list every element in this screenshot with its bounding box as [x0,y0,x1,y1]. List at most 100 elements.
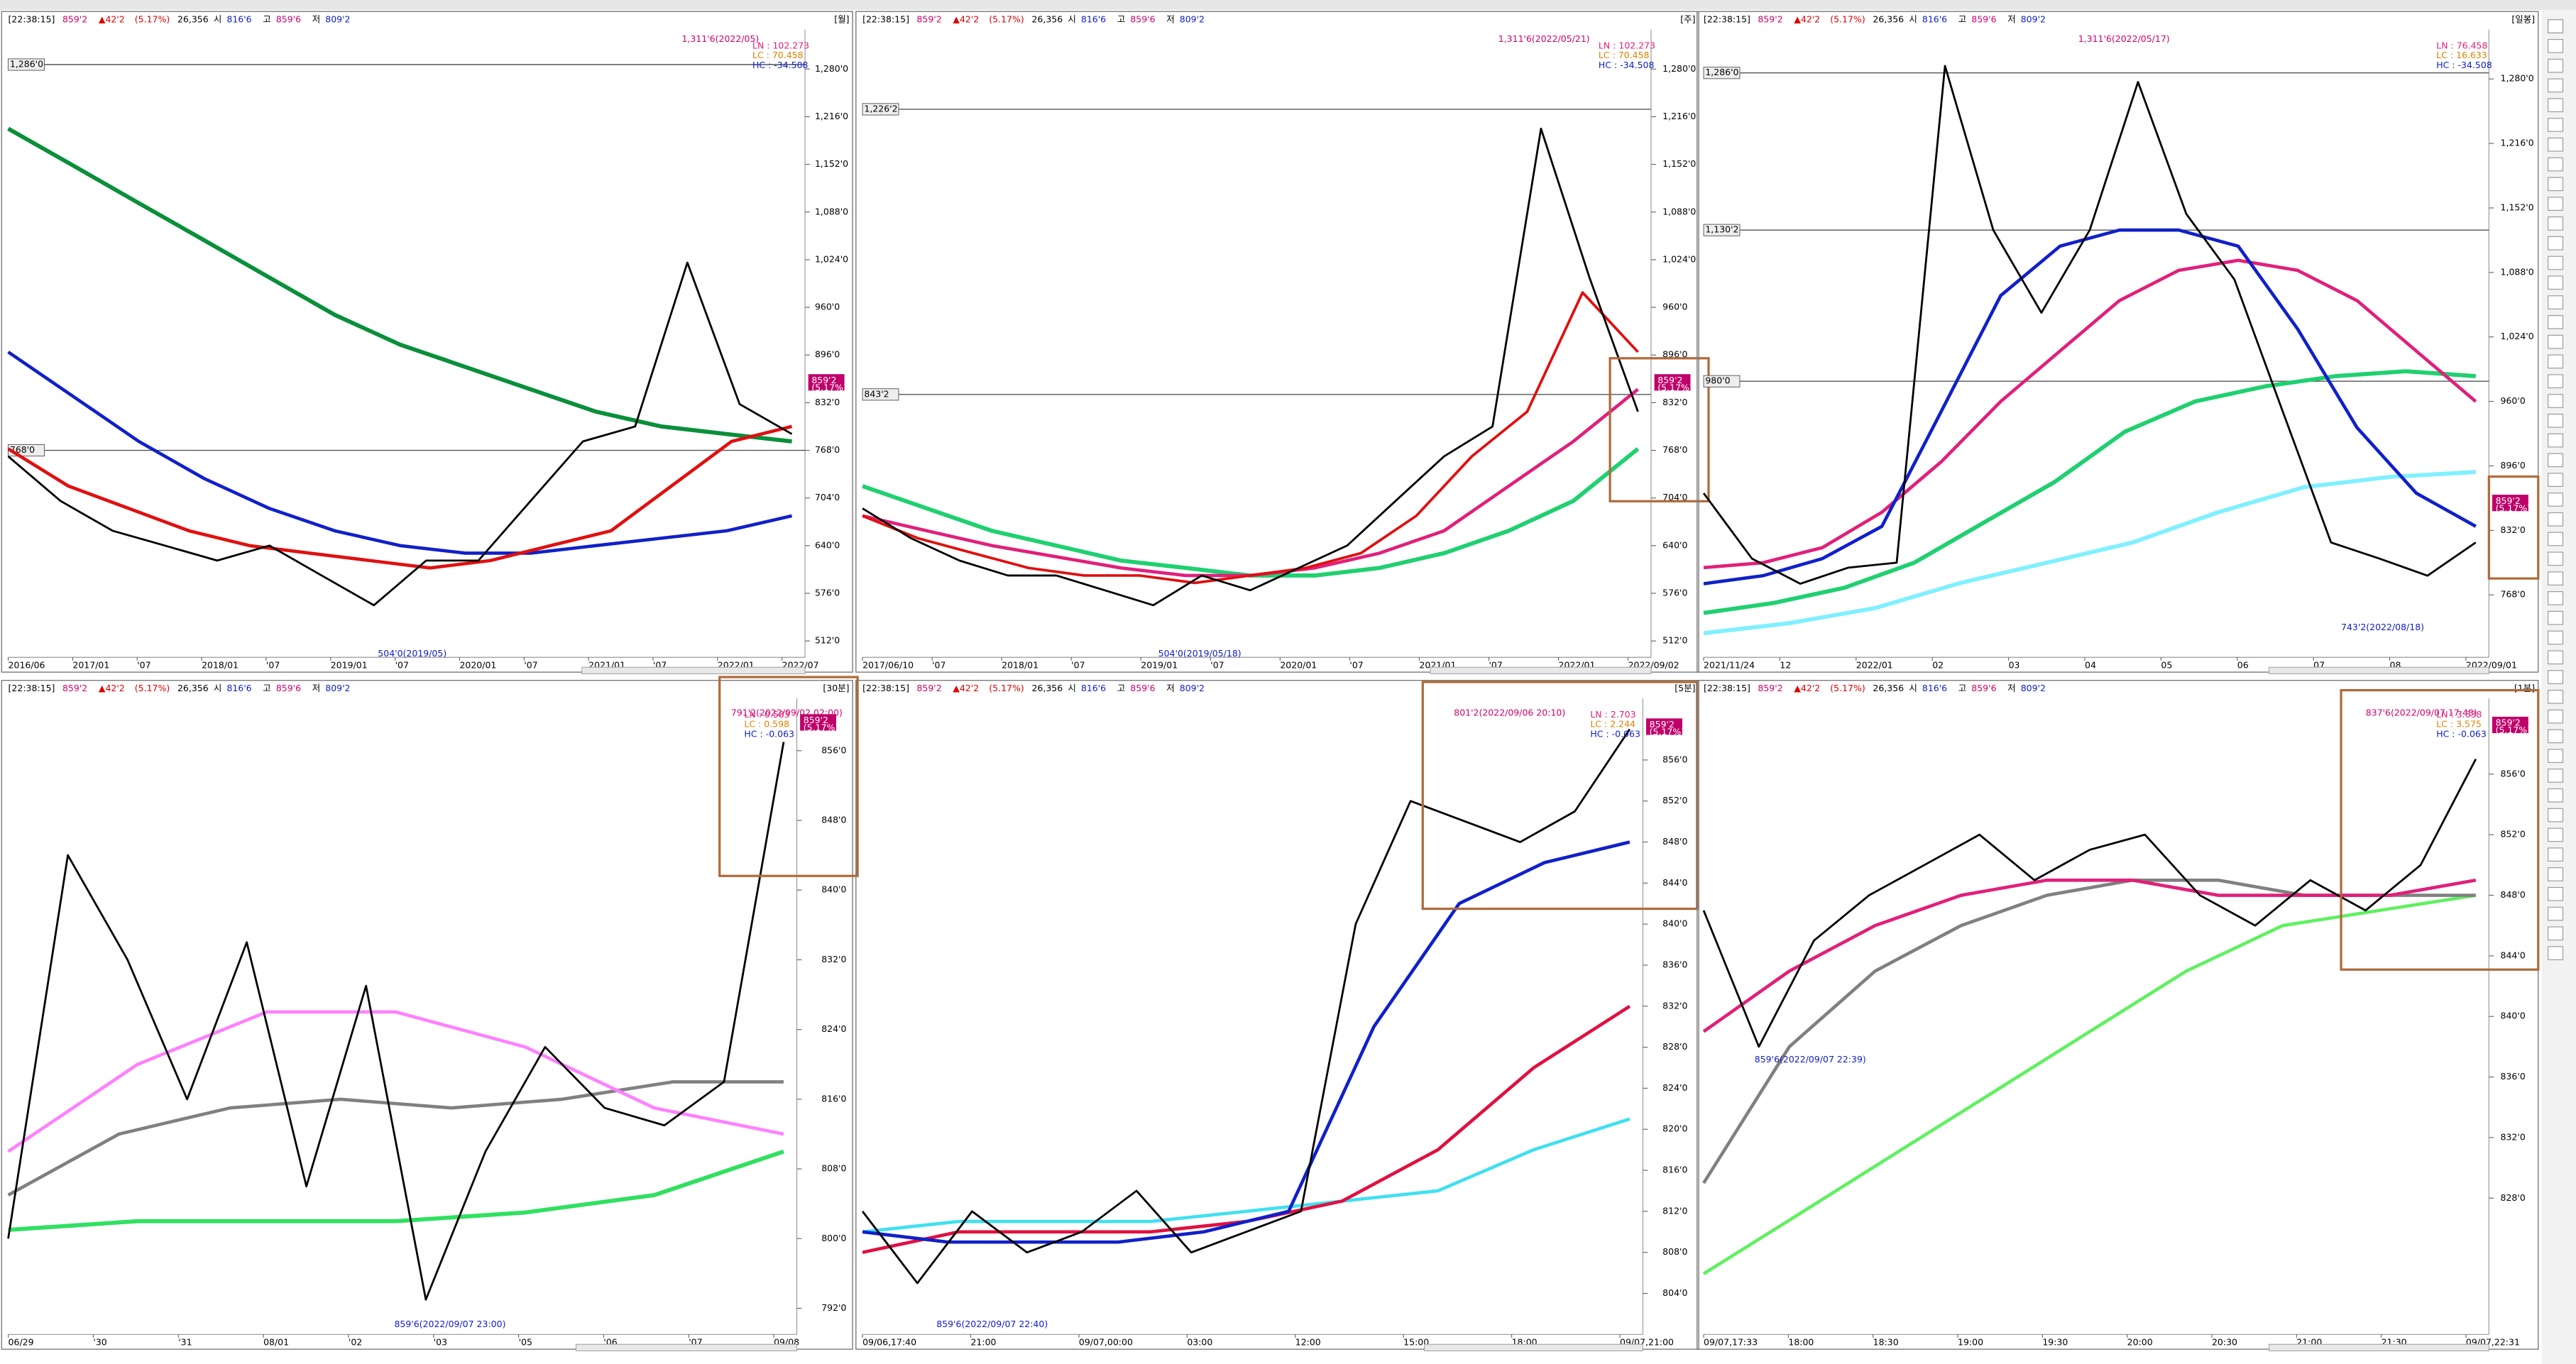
toolbar-icon[interactable] [2548,19,2564,33]
toolbar-icon [2548,98,2564,113]
indicator-legend: LN : 102.273 [1599,40,1655,50]
period-label: [1분] [2514,683,2535,693]
quote-low-label: 저 [1166,13,1175,24]
quote-open: 816'6 [226,683,251,693]
y-tick-label: 828'0 [1662,1041,1687,1052]
quote-low-label: 저 [1166,683,1175,693]
indicator-legend: HC : -34.508 [1599,60,1655,70]
toolbar-icon [2548,413,2564,428]
toolbar-icon [2548,847,2564,862]
quote-change: ▲42'2 [99,13,125,24]
indicator-legend: HC : -0.063 [1590,729,1640,739]
y-tick-label: 832'0 [2501,524,2526,535]
reference-tag [1703,67,1741,79]
y-tick-label: 848'0 [2501,889,2526,900]
price-line [861,728,1631,1285]
quote-open-label: 시 [1068,13,1076,24]
x-tick-label: 2022/01 [1856,659,1893,670]
price-line [862,127,1639,607]
price-line [1703,470,2476,636]
quote-high-label: 고 [1117,683,1126,693]
extreme-note: 1,311'6(2022/05/17) [2078,33,2170,44]
quote-open-label: 시 [1909,13,1917,24]
y-tick-label: 808'0 [821,1163,846,1174]
scroll-bar[interactable] [575,1343,797,1351]
quote-low-label: 저 [312,13,321,24]
period-label: [30분] [823,683,849,693]
quote-open-label: 시 [1068,683,1076,693]
reference-tag [862,103,899,116]
quote-high-label: 고 [1958,683,1967,693]
price-tag-pct: (5.17%) [1650,727,1684,737]
toolbar-icon [2548,334,2564,349]
y-tick-label: 640'0 [1662,539,1687,550]
indicator-legend: HC : -34.508 [2436,60,2492,70]
x-tick-label: 12 [1780,659,1791,670]
quote-low: 809'2 [1180,13,1205,24]
quote-open-label: 시 [214,13,222,24]
price-tag-pct: (5.17%) [804,722,838,733]
quote-high-label: 고 [263,683,271,693]
indicator-legend: HC : -0.063 [2436,729,2487,739]
scroll-bar[interactable] [1430,666,1652,674]
y-tick-label: 1,152'0 [2501,202,2534,212]
y-tick-label: 960'0 [815,302,840,312]
quote-low: 809'2 [2021,683,2046,693]
y-tick-label: 1,024'0 [2501,331,2534,341]
extreme-note: 1,311'6(2022/05/21) [1498,33,1590,44]
quote-open-label: 시 [1909,683,1917,693]
x-tick-label: 2019/01 [331,659,368,670]
y-tick-label: 804'0 [1662,1287,1687,1298]
price-line [862,840,1630,1244]
price-line [7,1010,784,1153]
scroll-bar[interactable] [2269,666,2489,674]
toolbar-icon [2548,157,2564,172]
quote-open: 816'6 [1081,13,1106,24]
toolbar-icon [2548,591,2564,605]
toolbar-icon [2548,512,2564,527]
price-line [1703,369,2477,615]
x-tick-label: '07 [1210,659,1224,670]
toolbar-icon [2548,729,2564,744]
y-tick-label: 576'0 [815,588,840,598]
quote-volume: 26,356 [1873,13,1904,24]
indicator-legend: LC : 0.598 [744,719,789,730]
y-tick-label: 1,216'0 [2501,138,2534,148]
price-line [1702,878,2477,1033]
quote-low-label: 저 [2007,13,2016,24]
y-tick-label: 840'0 [1662,918,1687,929]
scroll-bar[interactable] [2269,1343,2489,1351]
toolbar-icon [2548,827,2564,842]
scroll-bar[interactable] [581,666,806,674]
quote-time: [22:38:15] [862,13,909,24]
y-tick-label: 768'0 [2501,589,2526,600]
quote-high-label: 고 [1958,13,1967,24]
y-tick-label: 896'0 [815,349,840,360]
quote-change: ▲42'2 [953,13,979,24]
highlight-box [2340,688,2540,971]
indicator-legend: LC : 70.458 [752,50,804,60]
price-line [7,126,792,444]
price-tag-pct: (5.17%) [1657,382,1692,392]
y-tick-label: 832'0 [1662,1000,1687,1011]
x-tick-label: '07 [1349,659,1363,670]
x-tick-label: 06 [2237,659,2249,670]
y-tick-label: 848'0 [1662,836,1687,847]
quote-change: ▲42'2 [1794,13,1820,24]
y-tick-label: 1,152'0 [815,158,848,169]
price-line [862,291,1639,585]
y-tick-label: 792'0 [821,1302,846,1313]
reference-label: 1,286'0 [10,58,43,69]
scroll-bar[interactable] [1424,1343,1643,1351]
toolbar-icon [2548,769,2564,783]
price-line [7,351,793,555]
toolbar-icon [2548,453,2564,468]
price-line [7,1080,784,1197]
toolbar-icon [2548,571,2564,585]
quote-pct: (5.17%) [989,13,1024,24]
x-tick-label: '05 [519,1336,532,1347]
y-tick-label: 848'0 [821,815,846,825]
quote-open-label: 시 [214,683,222,693]
